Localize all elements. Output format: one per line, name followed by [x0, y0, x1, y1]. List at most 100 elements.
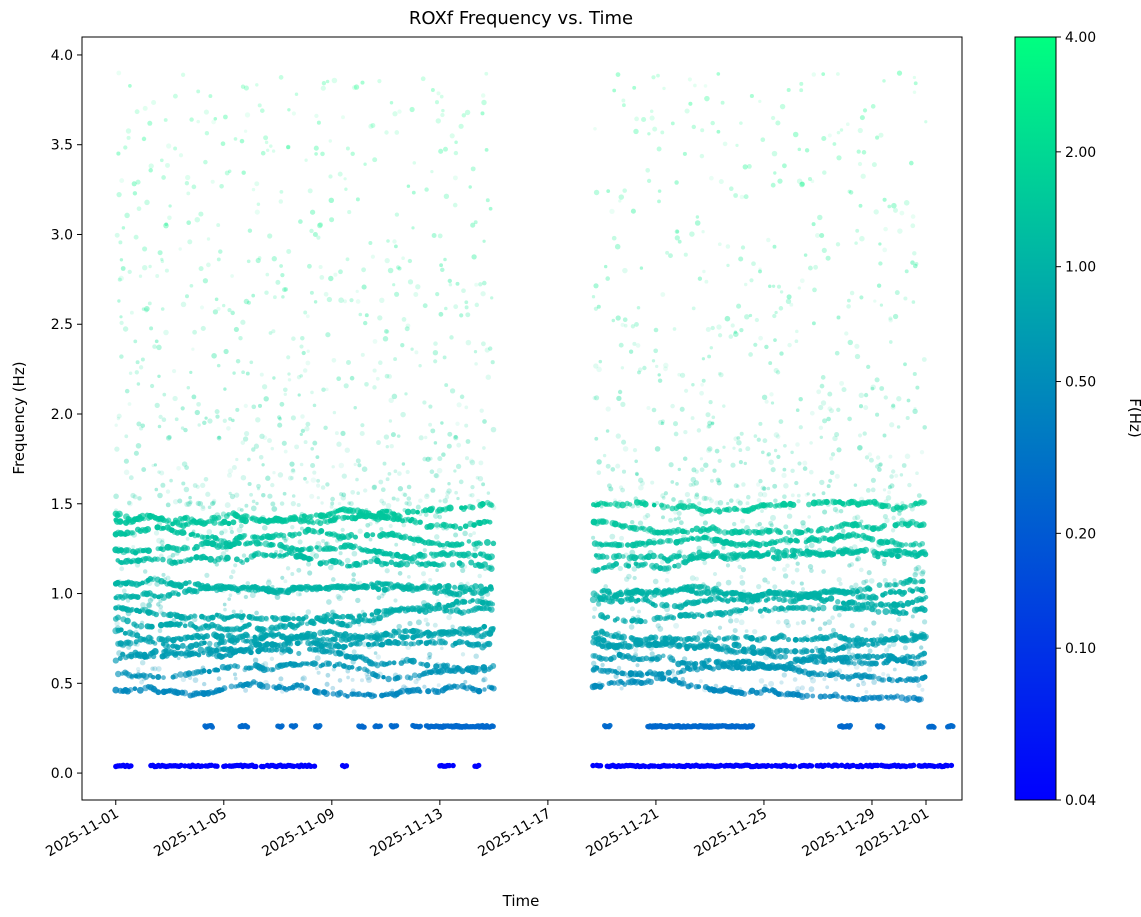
- data-point: [770, 467, 776, 473]
- data-point: [620, 366, 625, 370]
- data-point: [376, 595, 382, 601]
- data-point: [279, 549, 284, 554]
- data-point: [326, 296, 333, 303]
- data-point: [707, 354, 712, 359]
- data-point: [305, 314, 310, 319]
- data-point: [119, 315, 123, 319]
- data-point: [330, 619, 336, 625]
- data-point: [166, 643, 171, 649]
- data-point: [458, 123, 464, 129]
- data-point: [674, 235, 680, 241]
- data-point: [372, 484, 378, 490]
- data-point: [310, 446, 315, 451]
- data-point: [596, 304, 601, 309]
- data-point: [177, 671, 184, 678]
- data-point: [804, 545, 809, 550]
- data-point: [424, 493, 430, 500]
- data-point: [668, 588, 675, 595]
- data-point: [379, 498, 385, 504]
- data-point: [453, 469, 457, 473]
- data-point: [259, 372, 264, 377]
- data-point: [186, 191, 191, 196]
- data-point: [184, 181, 190, 186]
- data-point: [472, 552, 478, 559]
- data-point: [262, 435, 268, 440]
- data-point: [310, 390, 314, 395]
- data-point: [309, 290, 314, 295]
- data-point: [433, 663, 440, 670]
- data-point: [813, 264, 819, 270]
- data-point: [611, 235, 617, 241]
- data-point: [337, 678, 343, 683]
- data-point: [270, 667, 276, 672]
- data-point: [279, 501, 285, 506]
- data-point: [202, 278, 209, 284]
- data-point: [665, 250, 670, 255]
- data-point: [453, 434, 458, 439]
- data-point: [256, 487, 261, 491]
- data-point: [166, 520, 173, 527]
- data-point: [398, 687, 406, 695]
- data-point: [622, 523, 628, 529]
- data-point: [862, 108, 868, 113]
- data-point: [473, 220, 478, 225]
- data-point: [243, 403, 248, 409]
- data-point: [241, 370, 245, 375]
- data-point: [800, 523, 807, 529]
- data-point: [878, 694, 885, 701]
- data-point: [424, 187, 429, 192]
- data-point: [469, 459, 476, 466]
- data-point: [642, 619, 648, 625]
- data-point: [821, 693, 828, 700]
- data-point: [329, 217, 335, 223]
- data-point: [891, 469, 896, 474]
- data-point: [745, 506, 750, 512]
- data-point: [620, 633, 627, 641]
- data-point: [240, 474, 247, 481]
- data-point: [732, 446, 736, 450]
- data-point: [591, 535, 596, 540]
- data-point: [606, 189, 611, 193]
- data-point: [590, 667, 597, 674]
- data-point: [350, 615, 356, 621]
- data-point: [854, 353, 861, 360]
- data-point: [263, 396, 269, 402]
- data-point: [338, 297, 344, 303]
- data-point: [620, 401, 626, 408]
- data-point: [161, 611, 167, 618]
- data-point: [418, 364, 422, 368]
- data-point: [778, 419, 784, 424]
- data-point: [782, 653, 788, 660]
- data-point: [216, 223, 221, 228]
- data-point: [825, 255, 831, 261]
- data-point: [264, 641, 271, 648]
- data-point: [200, 325, 206, 331]
- data-point: [618, 199, 622, 203]
- data-point: [735, 143, 739, 148]
- data-point: [699, 457, 704, 461]
- data-point: [882, 79, 886, 83]
- data-point: [779, 103, 786, 110]
- data-point: [299, 374, 303, 378]
- data-point: [337, 501, 342, 506]
- data-point: [277, 415, 282, 420]
- data-point: [325, 387, 329, 392]
- data-point: [877, 462, 882, 468]
- data-point: [770, 182, 776, 188]
- data-point: [748, 635, 755, 642]
- data-point: [478, 282, 483, 287]
- data-point: [360, 352, 365, 357]
- data-point: [821, 247, 827, 253]
- data-point: [897, 228, 903, 234]
- data-point: [739, 327, 744, 333]
- data-point: [119, 652, 126, 659]
- data-point: [783, 443, 787, 448]
- data-point: [298, 619, 305, 626]
- data-point: [160, 482, 166, 488]
- data-point: [304, 158, 308, 162]
- data-point: [272, 471, 276, 475]
- data-point: [330, 691, 336, 697]
- data-point: [429, 469, 435, 475]
- data-point: [798, 396, 803, 402]
- data-point: [226, 512, 231, 517]
